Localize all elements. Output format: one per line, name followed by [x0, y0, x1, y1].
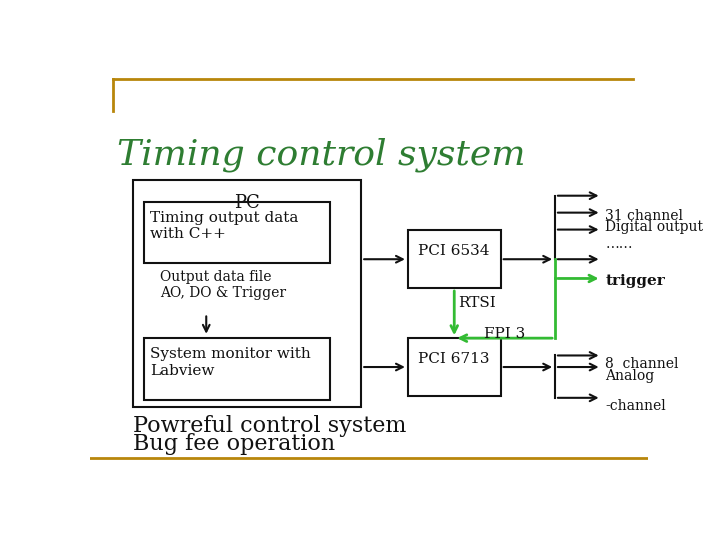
- Bar: [144, 338, 330, 400]
- Text: -channel: -channel: [606, 400, 666, 413]
- Text: trigger: trigger: [606, 274, 665, 288]
- Bar: [144, 202, 330, 264]
- Bar: [408, 231, 500, 288]
- Text: Powreful control system: Powreful control system: [132, 415, 406, 437]
- Text: RTSI: RTSI: [458, 296, 496, 310]
- Bar: [408, 338, 500, 396]
- Text: Analog: Analog: [606, 369, 654, 382]
- Bar: [132, 180, 361, 408]
- Text: PC: PC: [234, 194, 260, 212]
- Text: PCI 6713: PCI 6713: [418, 352, 490, 366]
- Text: Output data file
AO, DO & Trigger: Output data file AO, DO & Trigger: [160, 269, 286, 300]
- Text: FPI 3: FPI 3: [484, 327, 526, 341]
- Text: System monitor with
Labview: System monitor with Labview: [150, 347, 311, 377]
- Text: Timing control system: Timing control system: [117, 138, 526, 172]
- Text: Digital output: Digital output: [606, 220, 703, 234]
- Text: Bug fee operation: Bug fee operation: [132, 433, 335, 455]
- Text: 31 channel: 31 channel: [606, 209, 683, 223]
- Text: 8  channel: 8 channel: [606, 357, 679, 371]
- Text: Timing output data
with C++: Timing output data with C++: [150, 211, 299, 241]
- Text: ……: ……: [606, 237, 633, 251]
- Text: PCI 6534: PCI 6534: [418, 244, 490, 258]
